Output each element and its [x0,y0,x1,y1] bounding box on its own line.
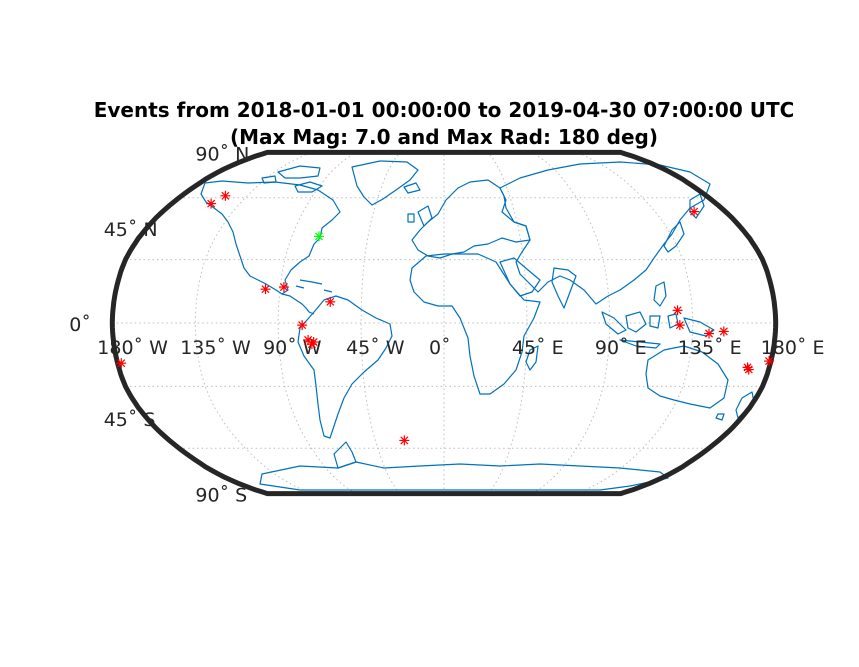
map-boundary [109,149,779,497]
coast-madagascar [525,345,539,371]
lat-tick-label: 90˚ N [195,143,249,165]
coast-india [551,267,577,309]
event-marker [689,206,700,217]
coast-south-america [297,295,393,439]
event-marker [718,326,729,337]
meridian-line [277,151,356,495]
coastlines [200,160,755,491]
event-marker [297,320,308,331]
lon-tick-label: 45˚ W [346,337,405,359]
axis-tick-labels: 90˚ N 45˚ N 0˚ 45˚ S 90˚ S 180˚ W 135˚ W 90˚ W 4… [69,143,824,506]
event-marker [278,282,289,293]
station-marker [314,231,325,242]
event-marker [220,190,231,201]
lon-tick-label: 90˚ W [263,337,322,359]
coast-antarctic-peninsula [333,441,357,469]
event-markers [116,190,775,446]
event-marker [674,320,685,331]
lon-tick-label: 45˚ E [512,337,564,359]
event-marker [260,284,271,295]
lat-tick-label: 0˚ [69,314,91,336]
lon-tick-label: 135˚ W [180,337,251,359]
map-title-line1: Events from 2018-01-01 00:00:00 to 2019-… [94,98,795,122]
coast-greenland [351,160,419,206]
lon-tick-label: 180˚ W [97,337,168,359]
meridian-line [360,152,401,494]
event-marker [764,356,775,367]
lon-tick-label: 90˚ E [595,337,647,359]
lat-tick-label: 90˚ S [195,485,247,507]
map-frame [109,149,779,497]
event-marker [399,435,410,446]
event-marker [116,358,127,369]
lon-tick-label: 180˚ E [761,337,825,359]
event-marker [206,198,217,209]
coast-japan [663,221,685,253]
coast-africa [409,253,541,395]
lon-tick-label: 0˚ [429,337,451,359]
graticule [112,151,776,495]
lat-tick-label: 45˚ N [104,219,158,241]
event-marker [704,328,715,339]
lat-tick-label: 45˚ S [104,409,156,431]
event-marker [303,334,314,345]
lon-tick-label: 135˚ E [678,337,742,359]
event-marker [325,296,336,307]
coast-arctic-islands [261,165,323,193]
event-marker [672,305,683,316]
coast-asia [499,161,711,305]
coast-antarctica [259,461,669,491]
meridian-line [487,152,528,494]
coast-australia [645,345,729,409]
coast-arabia [499,257,541,297]
coast-kamchatka [689,193,705,219]
map-title-line2: (Max Mag: 7.0 and Max Rad: 180 deg) [230,125,658,149]
coast-central-america [281,279,333,315]
event-marker [306,339,317,350]
coast-british-isles [403,182,433,227]
meridian-line [532,151,611,495]
event-marker [743,364,754,375]
